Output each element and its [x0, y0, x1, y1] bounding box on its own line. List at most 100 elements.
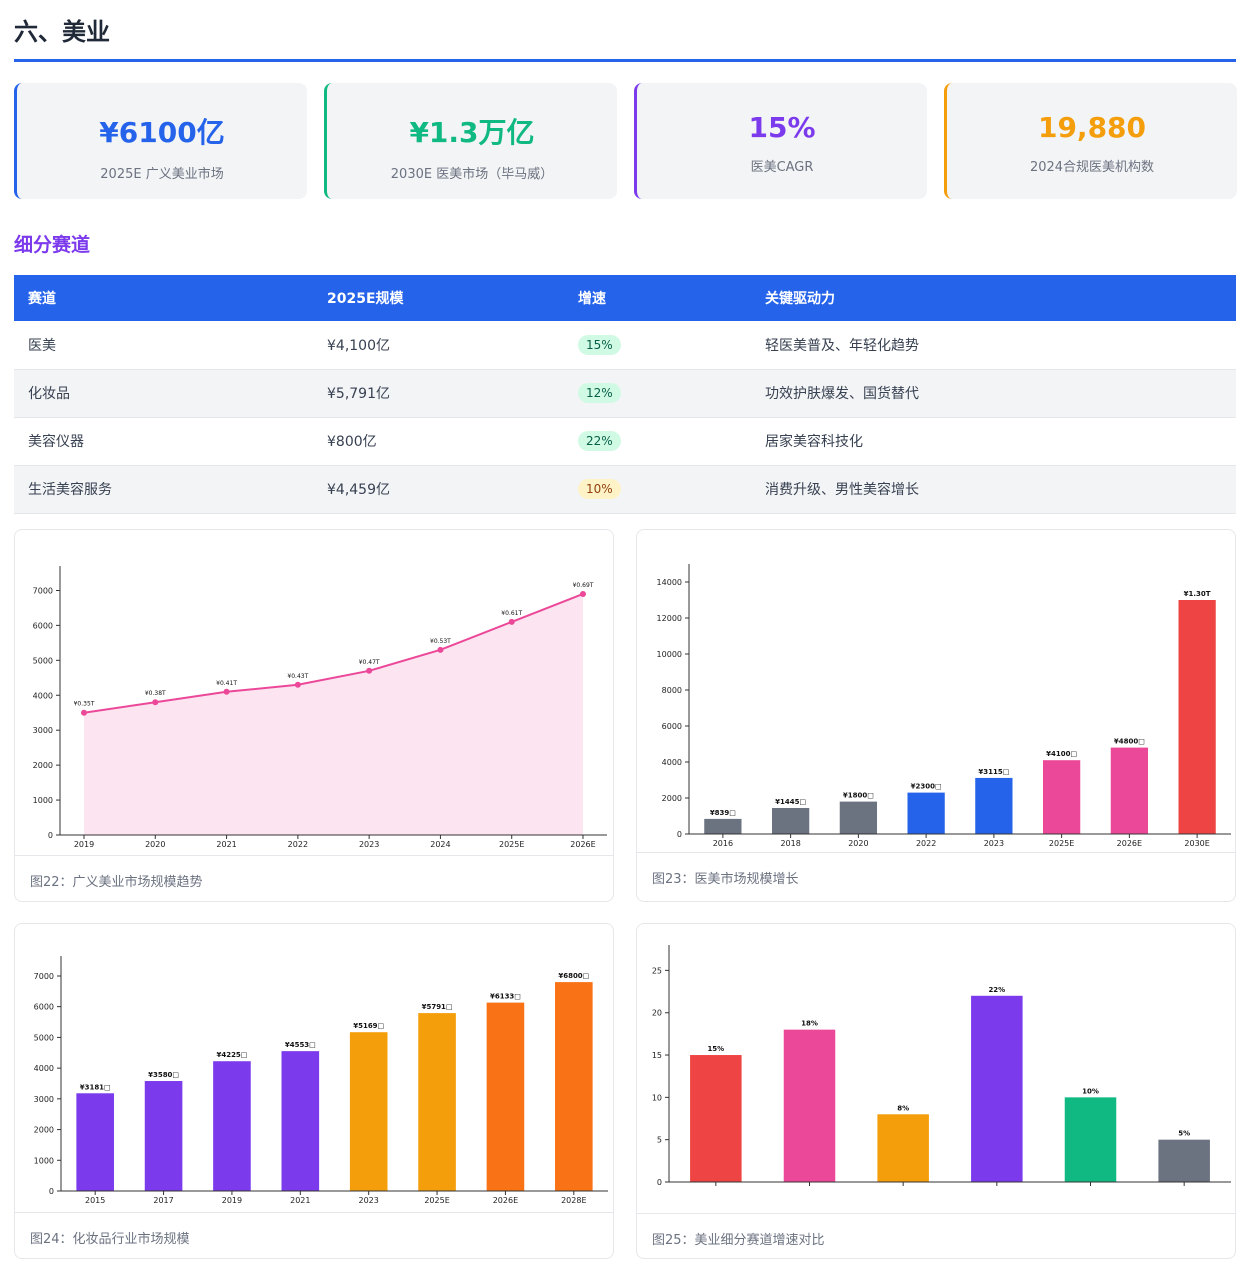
y-tick-label: 20: [652, 1009, 662, 1018]
y-tick-label: 1000: [34, 1156, 54, 1165]
x-tick-label: 2016: [713, 839, 733, 848]
cell: ¥4,459亿: [313, 465, 564, 514]
column-header: 增速: [564, 275, 751, 321]
x-tick-label: 2019: [222, 1196, 242, 1205]
title-rule: [14, 59, 1236, 62]
x-tick-label: 2019: [74, 840, 94, 849]
y-tick-label: 7000: [34, 972, 54, 981]
stat-label: 2030E 医美市场（毕马威）: [390, 167, 554, 182]
y-tick-label: 5000: [34, 1033, 54, 1042]
point: [81, 709, 87, 716]
value-label: ¥4225□: [216, 1051, 247, 1059]
bar: [704, 818, 742, 834]
cell: 消费升级、男性美容增长: [751, 465, 1236, 514]
x-tick-label: 2023: [984, 839, 1004, 848]
value-label: 15%: [707, 1045, 724, 1053]
row: 医美 ¥4,100亿 15% 轻医美普及、年轻化趋势: [14, 321, 1236, 370]
bar: [907, 792, 945, 834]
bar: [783, 1029, 836, 1182]
stat-label: 2024合规医美机构数: [1029, 160, 1155, 175]
growth-badge: 15%: [578, 334, 621, 355]
bar: [975, 777, 1013, 834]
x-tick-label: 2020: [848, 839, 868, 848]
bar: [213, 1061, 251, 1191]
y-tick-label: 0: [677, 830, 682, 839]
bar: [971, 995, 1023, 1182]
stat-card: 15% 医美CAGR: [634, 83, 927, 199]
value-label: ¥6800□: [558, 972, 589, 980]
column-header: 赛道: [14, 275, 313, 321]
bar: [418, 1013, 456, 1191]
chart-caption: 图25：美业细分赛道增速对比: [652, 1233, 825, 1248]
cell: ¥800亿: [313, 417, 564, 466]
x-tick-label: 2026E: [570, 840, 595, 849]
x-tick-label: 2018: [780, 839, 800, 848]
chart: 0 2000 4000 6000 8000 10000 12000 14000 2016 2018…: [637, 564, 1235, 853]
y-tick-label: 2000: [662, 794, 682, 803]
x-tick-label: 2026E: [493, 1196, 518, 1205]
bar: [486, 1002, 525, 1191]
point: [294, 681, 301, 688]
y-tick-label: 2000: [34, 1126, 54, 1135]
bar: [1110, 747, 1149, 834]
y-tick-label: 6000: [662, 722, 682, 731]
bar: [839, 801, 878, 834]
value-label: 8%: [897, 1104, 909, 1112]
value-label: ¥1445□: [775, 798, 806, 806]
point: [366, 667, 373, 674]
bar: [144, 1081, 183, 1191]
cell: 12%: [564, 369, 751, 418]
bar: [1178, 600, 1216, 834]
point: [580, 590, 586, 597]
cell: 居家美容科技化: [751, 417, 1236, 466]
y-tick-label: 6000: [34, 1003, 54, 1012]
bar: [877, 1114, 929, 1182]
chart: 0 5 10 15 20 25 15% 18% 8% 22% 10% 5%: [637, 945, 1235, 1214]
column-header: 关键驱动力: [751, 275, 1236, 321]
y-tick-label: 0: [657, 1178, 662, 1187]
value-label: ¥3181□: [80, 1083, 111, 1091]
y-tick-label: 25: [652, 966, 662, 975]
value-label: ¥3115□: [978, 768, 1009, 776]
cell: 功效护肤爆发、国货替代: [751, 369, 1236, 418]
x-tick-label: 2025E: [424, 1196, 449, 1205]
bar: [1042, 760, 1081, 834]
cell: ¥5,791亿: [313, 369, 564, 418]
value-label: ¥4800□: [1114, 738, 1145, 746]
value-label: 5%: [1178, 1130, 1190, 1138]
y-tick-label: 5: [657, 1136, 662, 1145]
y-tick-label: 4000: [662, 758, 682, 767]
y-tick-label: 7000: [33, 586, 53, 595]
x-tick-label: 2026E: [1117, 839, 1142, 848]
bar: [555, 982, 593, 1191]
point: [437, 646, 444, 653]
value-label: ¥839□: [710, 809, 736, 817]
value-label: ¥4100□: [1046, 750, 1077, 758]
cell: 15%: [564, 321, 751, 370]
bar: [281, 1051, 320, 1191]
cell: 美容仪器: [14, 417, 313, 466]
y-tick-label: 2000: [33, 761, 53, 770]
stat-label: 2025E 广义美业市场: [100, 167, 224, 182]
value-label: ¥0.38T: [145, 690, 166, 697]
y-tick-label: 10: [652, 1093, 662, 1102]
chart-card: 0 1000 2000 3000 4000 5000 6000 7000 2015 2017 201…: [14, 923, 614, 1259]
stat-value: ¥6100亿: [99, 116, 225, 149]
y-tick-label: 3000: [34, 1095, 54, 1104]
value-label: ¥0.61T: [501, 610, 522, 617]
x-tick-label: 2017: [153, 1196, 173, 1205]
bar: [1158, 1139, 1210, 1182]
growth-badge: 22%: [578, 431, 621, 451]
value-label: ¥1800□: [843, 792, 874, 800]
stat-card: 19,880 2024合规医美机构数: [944, 83, 1237, 199]
bar: [771, 807, 810, 834]
x-tick-label: 2024: [430, 840, 450, 849]
line: [83, 593, 584, 714]
bar: [1064, 1097, 1117, 1182]
stat-value: ¥1.3万亿: [409, 116, 535, 149]
stat-value: 15%: [748, 111, 816, 144]
x-tick-label: 2021: [290, 1196, 310, 1205]
chart-card: 0 2000 4000 6000 8000 10000 12000 14000 2016 2018…: [636, 529, 1236, 902]
x-tick-label: 2028E: [561, 1196, 586, 1205]
